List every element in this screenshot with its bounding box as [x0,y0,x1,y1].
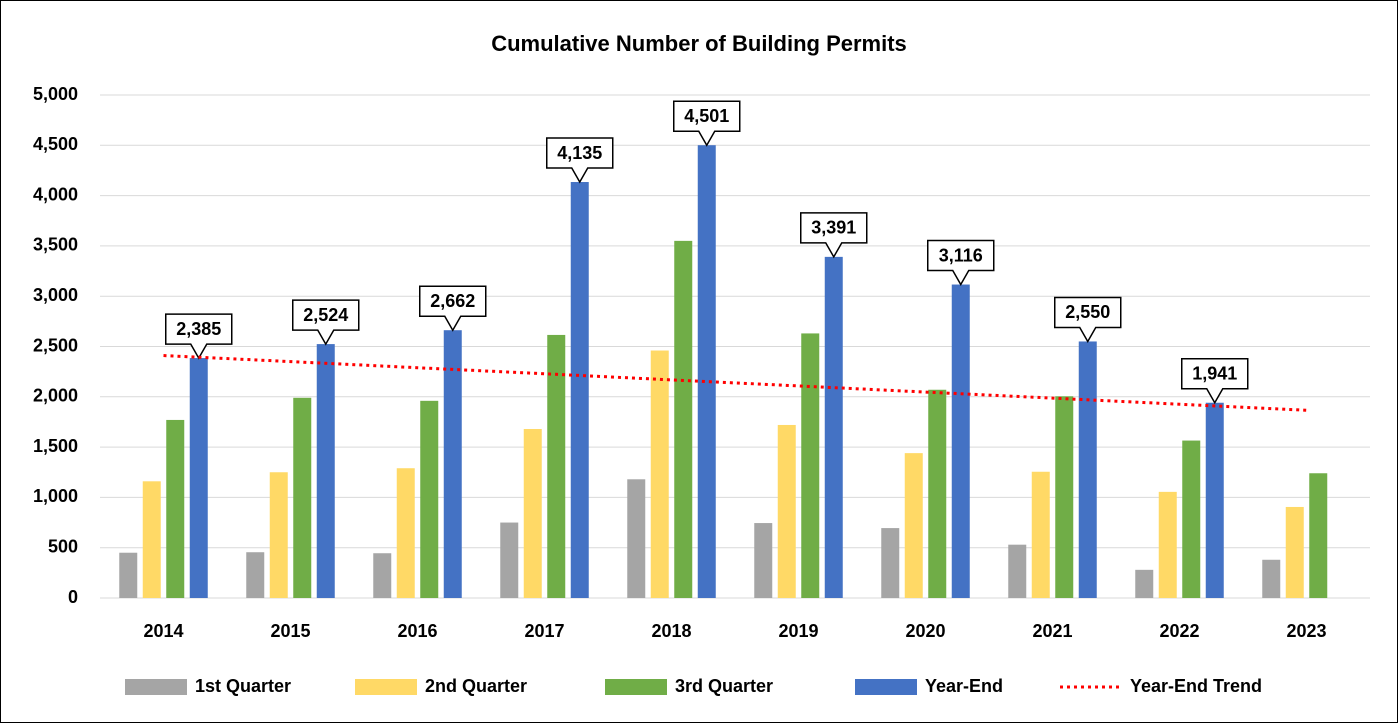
value-label: 4,501 [684,106,729,126]
bar [1182,440,1201,598]
bar [801,333,820,598]
bar [119,552,138,598]
legend-label: Year-End Trend [1130,676,1262,696]
bar [674,240,693,598]
x-tick-label: 2023 [1286,621,1326,641]
legend-label: Year-End [925,676,1003,696]
bar [316,344,335,598]
bar [777,424,796,598]
legend-swatch [355,679,417,695]
value-label: 2,524 [303,305,348,325]
bar [1158,491,1177,598]
y-tick-label: 1,500 [33,436,78,456]
bar [1008,544,1027,598]
value-label: 2,550 [1065,302,1110,322]
bar [166,419,185,598]
value-label: 1,941 [1192,363,1237,383]
bar [650,350,669,598]
bar [246,552,265,598]
bar [697,145,716,598]
value-label: 2,662 [430,291,475,311]
legend-swatch [125,679,187,695]
bar [951,284,970,598]
bar [396,468,415,598]
x-tick-label: 2021 [1032,621,1072,641]
value-label: 4,135 [557,143,602,163]
bar [443,330,462,598]
bar [1309,473,1328,598]
trend-line [163,354,1307,412]
bar [904,453,923,598]
bar [1055,396,1074,598]
bar [420,400,439,598]
value-callout [800,212,868,259]
value-label: 3,391 [811,218,856,238]
bar [373,553,392,598]
bar [142,481,161,598]
legend-swatch [605,679,667,695]
bar [627,479,646,598]
x-tick-label: 2020 [905,621,945,641]
y-tick-label: 4,500 [33,134,78,154]
value-callout [927,239,995,287]
x-tick-label: 2019 [778,621,818,641]
value-callout [419,285,487,332]
bar [1205,402,1224,598]
value-callout [673,100,741,147]
x-tick-label: 2014 [143,621,183,641]
bar [1031,471,1050,598]
legend-label: 3rd Quarter [675,676,773,696]
bar [1262,559,1281,598]
x-tick-label: 2022 [1159,621,1199,641]
legend-label: 1st Quarter [195,676,291,696]
bar [269,472,288,598]
bar [547,334,566,598]
value-callout [165,313,233,360]
bar [928,389,947,598]
y-tick-label: 0 [68,587,78,607]
bar [500,522,519,598]
y-tick-label: 3,000 [33,285,78,305]
y-tick-label: 2,500 [33,335,78,355]
bar [570,182,589,599]
y-tick-label: 500 [48,536,78,556]
chart-title: Cumulative Number of Building Permits [491,31,907,56]
y-tick-label: 4,000 [33,184,78,204]
bar [189,358,208,598]
y-tick-label: 5,000 [33,84,78,104]
y-tick-label: 1,000 [33,486,78,506]
value-callout [546,137,614,184]
value-callout [1181,357,1249,405]
value-label: 2,385 [176,319,221,339]
x-tick-label: 2016 [397,621,437,641]
y-tick-label: 3,500 [33,235,78,255]
bar [523,428,542,598]
bar [293,397,312,598]
value-callout [1054,296,1122,343]
bar [1078,341,1097,598]
x-tick-label: 2015 [270,621,310,641]
bar [754,523,773,598]
legend-label: 2nd Quarter [425,676,527,696]
y-tick-label: 2,000 [33,386,78,406]
legend-swatch [855,679,917,695]
value-callout [292,299,360,346]
x-tick-label: 2018 [651,621,691,641]
value-label: 3,116 [939,245,983,265]
x-tick-label: 2017 [524,621,564,641]
bar [824,256,843,598]
bar [881,528,900,598]
bar [1135,569,1154,598]
bar [1285,506,1304,598]
